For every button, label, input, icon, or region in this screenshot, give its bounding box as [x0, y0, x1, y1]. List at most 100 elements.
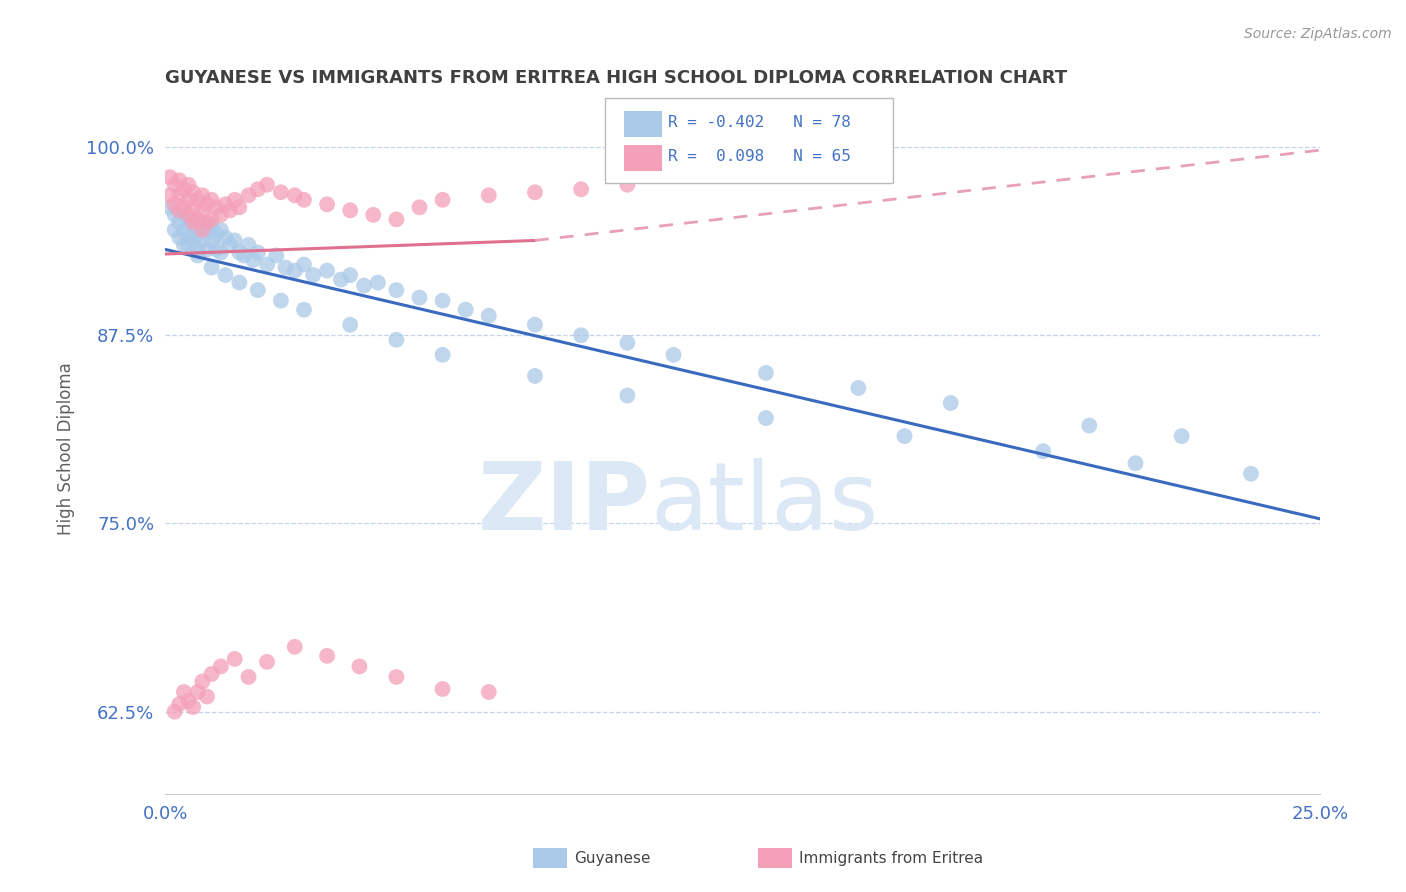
Point: [385, 283, 408, 297]
Point: [432, 348, 454, 362]
Point: [224, 652, 246, 666]
Point: [177, 230, 200, 244]
Point: [181, 219, 204, 233]
Point: [163, 208, 186, 222]
Point: [181, 200, 204, 214]
Point: [432, 293, 454, 308]
Point: [159, 170, 181, 185]
Point: [167, 173, 190, 187]
Point: [191, 203, 214, 218]
Point: [755, 411, 778, 425]
Point: [256, 655, 278, 669]
Point: [159, 188, 181, 202]
Point: [200, 234, 222, 248]
Point: [1032, 444, 1054, 458]
Point: [187, 227, 209, 242]
Point: [209, 208, 232, 222]
Point: [187, 685, 209, 699]
Point: [846, 381, 869, 395]
Point: [1125, 456, 1147, 470]
Point: [569, 182, 592, 196]
Point: [200, 193, 222, 207]
Point: [214, 230, 236, 244]
Point: [385, 333, 408, 347]
Point: [195, 215, 218, 229]
Text: Immigrants from Eritrea: Immigrants from Eritrea: [799, 851, 983, 865]
Point: [256, 258, 278, 272]
Point: [173, 182, 195, 196]
Point: [339, 268, 361, 282]
Point: [200, 219, 222, 233]
Point: [181, 700, 204, 714]
Point: [264, 248, 287, 262]
Point: [232, 248, 254, 262]
Point: [238, 238, 260, 252]
Point: [329, 272, 352, 286]
Point: [316, 648, 339, 663]
Point: [408, 291, 430, 305]
Point: [238, 188, 260, 202]
Point: [219, 203, 242, 218]
Text: atlas: atlas: [651, 458, 879, 549]
Point: [569, 328, 592, 343]
Point: [163, 223, 186, 237]
Point: [191, 188, 214, 202]
Point: [523, 186, 546, 200]
Point: [163, 197, 186, 211]
Point: [256, 178, 278, 192]
Point: [616, 178, 638, 192]
Point: [167, 203, 190, 218]
Point: [177, 193, 200, 207]
Point: [195, 223, 218, 237]
Point: [173, 208, 195, 222]
Point: [177, 238, 200, 252]
Point: [224, 193, 246, 207]
Point: [367, 276, 389, 290]
Point: [246, 182, 269, 196]
Point: [246, 283, 269, 297]
Point: [224, 234, 246, 248]
Point: [1078, 418, 1101, 433]
Point: [191, 234, 214, 248]
Point: [191, 219, 214, 233]
Point: [181, 186, 204, 200]
Text: R = -0.402   N = 78: R = -0.402 N = 78: [668, 115, 851, 129]
Point: [214, 197, 236, 211]
Text: Source: ZipAtlas.com: Source: ZipAtlas.com: [1244, 27, 1392, 41]
Point: [173, 200, 195, 214]
Point: [662, 348, 685, 362]
Point: [292, 193, 315, 207]
Point: [228, 200, 250, 214]
Point: [246, 245, 269, 260]
Point: [349, 659, 371, 673]
Point: [219, 238, 242, 252]
Point: [177, 208, 200, 222]
Point: [353, 278, 375, 293]
Point: [200, 667, 222, 681]
Point: [191, 223, 214, 237]
Point: [187, 243, 209, 257]
Point: [385, 670, 408, 684]
Point: [242, 252, 264, 267]
Point: [209, 223, 232, 237]
Point: [205, 227, 228, 242]
Point: [523, 368, 546, 383]
Point: [478, 309, 501, 323]
Point: [432, 681, 454, 696]
Point: [292, 302, 315, 317]
Point: [616, 335, 638, 350]
Point: [167, 697, 190, 711]
Point: [181, 234, 204, 248]
Point: [195, 690, 218, 704]
Text: ZIP: ZIP: [478, 458, 651, 549]
Point: [302, 268, 325, 282]
Point: [187, 193, 209, 207]
Point: [187, 248, 209, 262]
Point: [316, 197, 339, 211]
Point: [187, 212, 209, 227]
Point: [177, 215, 200, 229]
Point: [228, 245, 250, 260]
Text: R =  0.098   N = 65: R = 0.098 N = 65: [668, 149, 851, 163]
Point: [200, 260, 222, 275]
Point: [195, 243, 218, 257]
